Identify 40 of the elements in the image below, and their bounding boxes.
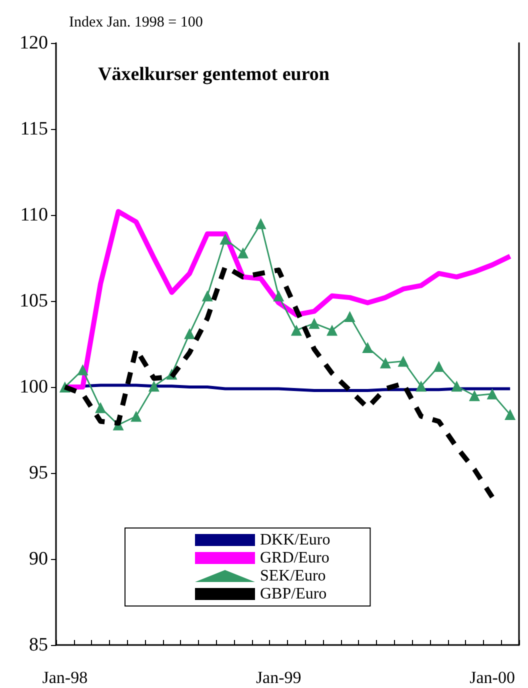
point — [95, 402, 106, 414]
point — [255, 218, 266, 230]
point — [398, 356, 409, 367]
point — [380, 357, 391, 368]
y-tick-label: 85 — [29, 634, 48, 656]
x-tick-label: Jan-00 — [470, 668, 515, 687]
point — [148, 380, 160, 392]
point — [273, 290, 284, 302]
point — [468, 390, 480, 402]
text: Växelkurser gentemot euron — [98, 64, 330, 85]
point — [130, 410, 142, 422]
point — [308, 318, 320, 329]
point — [184, 328, 196, 340]
y-tick-label: 100 — [20, 376, 48, 398]
point — [77, 364, 88, 376]
point — [451, 380, 462, 392]
point — [416, 380, 427, 392]
point — [486, 388, 498, 400]
point — [326, 324, 338, 336]
x-tick-label: Jan-98 — [42, 668, 88, 687]
y-tick-label: 110 — [20, 204, 48, 226]
y-tick-label: 120 — [20, 32, 48, 54]
point — [202, 290, 213, 302]
y-tick-label: 115 — [20, 118, 48, 140]
point — [433, 360, 444, 372]
y-tick-label: 105 — [20, 290, 48, 312]
y-tick-label: 90 — [29, 548, 48, 570]
point — [237, 247, 248, 258]
y-tick-label: 95 — [29, 462, 48, 484]
legend-label: SEK/Euro — [260, 568, 326, 584]
point — [220, 234, 231, 245]
y-axis-title: Index Jan. 1998 = 100 — [69, 14, 203, 30]
point — [344, 310, 356, 322]
legend-label: GBP/Euro — [260, 586, 327, 602]
point — [504, 409, 516, 420]
point — [362, 342, 374, 353]
x-tick-label: Jan-99 — [256, 668, 302, 687]
point — [290, 324, 302, 336]
legend-label: DKK/Euro — [260, 532, 330, 548]
legend-label: GRD/Euro — [260, 550, 330, 566]
